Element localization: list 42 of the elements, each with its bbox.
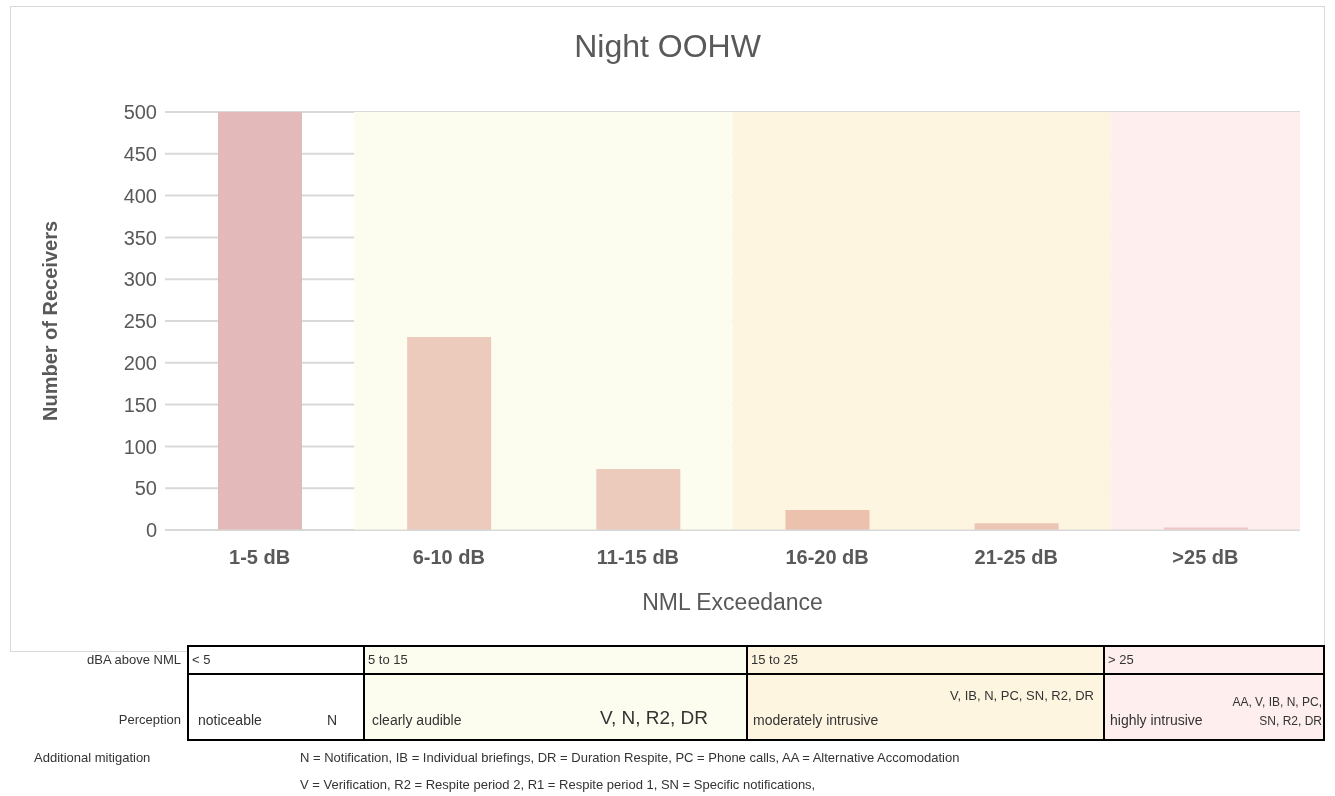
y-tick-label: 400 bbox=[123, 184, 157, 207]
y-tick-label: 450 bbox=[123, 142, 157, 165]
bar bbox=[974, 523, 1059, 530]
y-tick-label: 150 bbox=[123, 393, 157, 416]
text: V = Verification, R2 = Respite period 2, R1 = Respite period 1, SN = Specific notifications, bbox=[300, 777, 816, 792]
y-tick-label: 200 bbox=[123, 351, 157, 374]
text: V, IB, N, PC, SN, R2, DR bbox=[949, 687, 1095, 705]
y-tick-label: 500 bbox=[123, 101, 157, 124]
y-tick-label: 50 bbox=[134, 477, 157, 500]
text: 15 to 25 bbox=[751, 652, 798, 667]
text: Additional mitigation bbox=[34, 750, 151, 765]
text: dBA above NML bbox=[86, 652, 181, 667]
text: clearly audible bbox=[372, 712, 462, 728]
x-axis-title: NML Exceedance bbox=[642, 589, 823, 615]
text: highly intrusive bbox=[1110, 712, 1203, 728]
y-tick-label: 300 bbox=[123, 268, 157, 291]
text: N = Notification, IB = Individual briefings, DR = Duration Respite, PC = Phone calls, AA = Alternative Accomodation bbox=[300, 750, 960, 765]
chart-title: Night OOHW bbox=[573, 28, 762, 65]
y-tick-label: 0 bbox=[145, 519, 157, 542]
text: > 25 bbox=[1108, 652, 1134, 667]
y-tick-label: 100 bbox=[123, 435, 157, 458]
text: noticeable bbox=[198, 712, 262, 728]
bar bbox=[218, 112, 302, 530]
text: N bbox=[327, 712, 338, 728]
text: < 5 bbox=[192, 652, 211, 667]
bar bbox=[596, 468, 681, 530]
x-tick-label: 21-25 dB bbox=[974, 546, 1058, 569]
text: AA, V, IB, N, PC, SN, R2, DR bbox=[1231, 694, 1322, 730]
x-tick-label: 6-10 dB bbox=[412, 546, 485, 569]
text: V, N, R2, DR bbox=[600, 707, 709, 729]
text: Perception bbox=[117, 712, 181, 727]
x-tick-label: >25 dB bbox=[1172, 546, 1239, 569]
y-axis-title: Number of Receivers bbox=[39, 220, 62, 422]
x-tick-label: 11-15 dB bbox=[596, 546, 680, 569]
text: 5 to 15 bbox=[368, 652, 408, 667]
y-tick-label: 250 bbox=[123, 310, 157, 333]
text: moderately intrusive bbox=[753, 712, 879, 728]
bar bbox=[407, 336, 492, 530]
y-tick-label: 350 bbox=[123, 226, 157, 249]
x-tick-label: 1-5 dB bbox=[229, 546, 291, 569]
bar bbox=[785, 509, 870, 530]
x-tick-label: 16-20 dB bbox=[785, 546, 869, 569]
